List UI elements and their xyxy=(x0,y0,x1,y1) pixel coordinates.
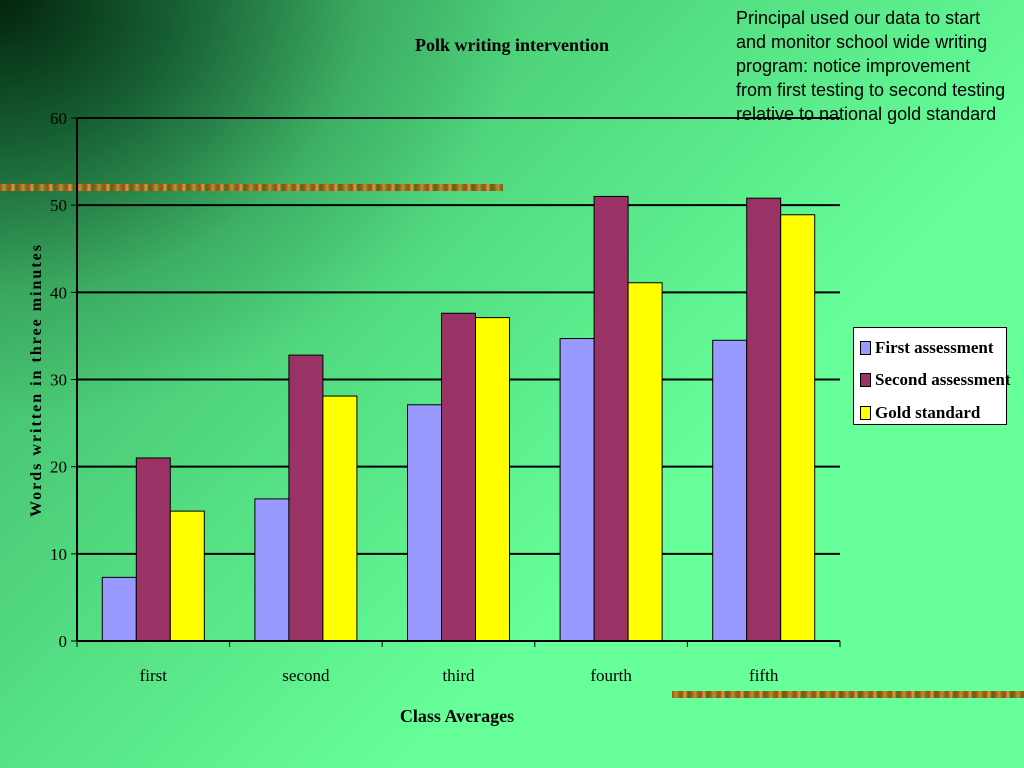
chart-title: Polk writing intervention xyxy=(415,35,609,55)
legend-item: Gold standard xyxy=(860,402,980,424)
legend-item: Second assessment xyxy=(860,369,1011,391)
x-tick-label: fifth xyxy=(749,666,779,685)
legend: First assessment Second assessment Gold … xyxy=(853,327,1011,425)
x-tick-labels: first second third fourth fifth xyxy=(140,666,779,685)
annotation-note: Principal used our data to start and mon… xyxy=(736,8,1006,124)
decorative-stripe-top xyxy=(0,184,503,191)
bar xyxy=(169,510,205,642)
bar xyxy=(135,457,171,642)
bars xyxy=(101,195,816,642)
bar xyxy=(593,195,629,642)
y-tick-labels: 0 10 20 30 40 50 60 xyxy=(50,109,67,651)
y-tick-label: 60 xyxy=(50,109,67,128)
y-axis-label: Words written in three minutes xyxy=(28,243,45,517)
bar xyxy=(475,317,510,642)
bar xyxy=(254,498,290,642)
bar xyxy=(627,282,663,642)
y-tick-label: 10 xyxy=(50,545,67,564)
bar xyxy=(746,197,782,642)
x-tick-label: fourth xyxy=(590,666,632,685)
decorative-stripe-bottom xyxy=(672,691,1024,698)
legend-label: Second assessment xyxy=(875,370,1011,389)
x-axis-label: Class Averages xyxy=(400,706,514,726)
axes xyxy=(71,117,841,647)
legend-swatch xyxy=(860,406,871,420)
legend-swatch xyxy=(860,341,871,355)
bar xyxy=(559,338,595,642)
bar xyxy=(322,395,358,642)
legend-label: Gold standard xyxy=(875,403,981,422)
legend-swatch xyxy=(860,373,871,387)
bar xyxy=(407,404,442,642)
bar xyxy=(288,354,324,642)
bar xyxy=(441,312,476,642)
y-tick-label: 40 xyxy=(50,283,67,302)
y-tick-label: 50 xyxy=(50,196,67,215)
y-tick-label: 20 xyxy=(50,458,67,477)
bar xyxy=(712,339,748,642)
legend-item: First assessment xyxy=(860,337,994,359)
x-tick-label: second xyxy=(282,666,330,685)
x-tick-label: first xyxy=(140,666,168,685)
x-tick-label: third xyxy=(442,666,475,685)
legend-label: First assessment xyxy=(875,338,994,357)
y-tick-label: 0 xyxy=(59,632,68,651)
y-tick-label: 30 xyxy=(50,371,67,390)
bar xyxy=(101,576,137,642)
bar xyxy=(780,214,816,642)
